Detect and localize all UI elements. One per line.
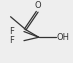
Text: F: F [9,36,14,45]
Text: O: O [35,1,41,10]
Text: OH: OH [56,33,69,42]
Text: F: F [9,27,14,36]
